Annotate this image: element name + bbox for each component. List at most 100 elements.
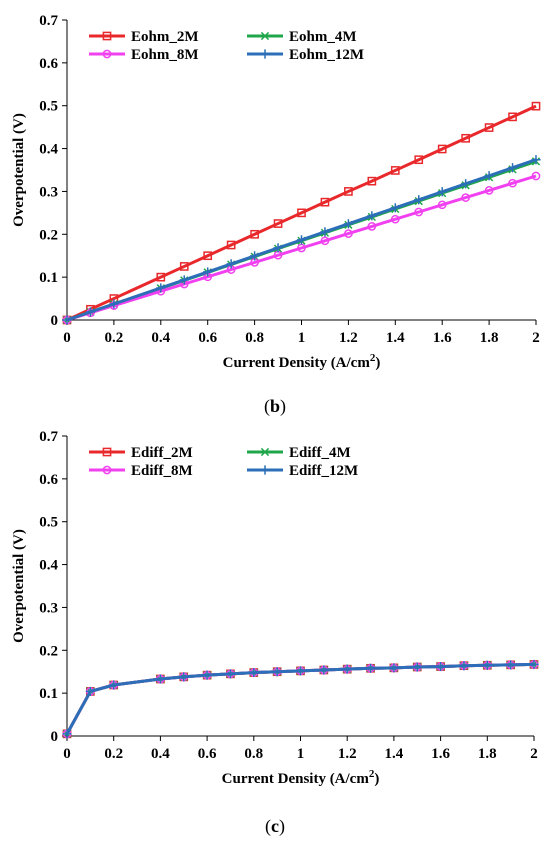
chart-c-svg: 0 0.1 0.2 0.3 0.4 0.5 0.6 0.7 0 0.2 0.4 0.6 0.8 1 1.2 1… <box>11 429 539 787</box>
chart-b-data-point <box>390 214 400 224</box>
chart-b-data-point <box>297 208 306 218</box>
chart-c-data-point <box>85 686 95 697</box>
chart-c-x-tick-label: 2 <box>530 746 538 762</box>
chart-b-data-point <box>203 267 213 277</box>
caption-b: (b) <box>263 396 286 416</box>
chart-c-series-3 <box>62 659 539 739</box>
chart-c-x-tick-label: 0.4 <box>151 746 170 762</box>
chart-c-data-point <box>62 729 72 739</box>
chart-b-data-point <box>203 251 213 261</box>
chart-b-x-axis-title-main: Current Density (A/cm <box>223 355 371 371</box>
chart-c-x-tick-label: 0.2 <box>104 746 123 762</box>
chart-c-legend-label: Ediff_2M <box>131 445 193 461</box>
chart-b-series-3 <box>62 155 541 325</box>
chart-b-y-tick-label: 0.4 <box>39 142 58 158</box>
chart-b-data-point <box>531 155 541 165</box>
chart-b-data-point <box>156 283 166 293</box>
chart-b-data-point <box>226 259 236 269</box>
chart-b-legend-label: Eohm_8M <box>131 47 199 63</box>
chart-b-data-point <box>367 176 377 186</box>
chart-b-series-2 <box>62 171 541 325</box>
chart-b-data-point <box>531 171 541 181</box>
chart-b-legend-marker <box>102 31 112 41</box>
chart-b-data-point <box>390 166 400 175</box>
chart-b-data-point <box>437 144 447 154</box>
chart-c-data-point <box>389 663 399 673</box>
chart-b-x-axis-title-sup: 2 <box>370 352 376 364</box>
chart-c-x-axis-title-sup: 2 <box>369 768 375 780</box>
chart-c-data-point <box>482 660 492 670</box>
chart-b-y-axis-title: Overpotential (V) <box>11 113 27 227</box>
chart-c-legend-marker <box>102 447 112 457</box>
chart-c-data-point <box>365 663 376 673</box>
chart-c-data-point <box>202 670 212 680</box>
chart-b-x-tick-label: 0.6 <box>198 330 217 346</box>
chart-c-data-point <box>295 666 306 676</box>
chart-b-series-line <box>66 158 537 322</box>
chart-b-y-tick-label: 0.1 <box>39 270 58 286</box>
chart-c-x-tick-label: 1.2 <box>338 746 357 762</box>
chart-c-legend: Ediff_2M Ediff_4M Ediff_8M Ediff_12M <box>89 445 358 479</box>
chart-c-legend-label: Ediff_8M <box>131 463 193 479</box>
chart-c-data-point <box>459 661 469 671</box>
chart-b-x-tick-label: 0.8 <box>245 330 264 346</box>
chart-b-y-tick-label: 0.3 <box>39 184 58 200</box>
chart-c-data-point <box>319 665 329 675</box>
chart-b-x-tick-label: 1.8 <box>480 330 499 346</box>
chart-b-data-point <box>179 262 189 271</box>
chart-c-x-tick-label: 0.8 <box>244 746 263 762</box>
chart-c-y-tick-label: 0.3 <box>39 600 58 616</box>
chart-b-x-tick-label: 2 <box>532 330 540 346</box>
chart-b-data-point <box>507 163 518 173</box>
chart-b-legend-marker <box>260 31 270 41</box>
chart-b-data-point <box>484 171 494 181</box>
chart-c-data-point <box>109 680 119 690</box>
chart-c-data-point <box>155 674 165 684</box>
chart-b-x-tick-label: 1.2 <box>339 330 358 346</box>
chart-c-y-tick-label: 0.5 <box>39 515 58 531</box>
chart-b-data-point <box>461 179 471 189</box>
chart-b-data-point <box>437 200 447 210</box>
chart-c-legend-label: Ediff_4M <box>289 445 351 461</box>
chart-b-data-point <box>62 315 72 325</box>
chart-b-legend-marker <box>102 49 112 59</box>
chart-b-data-point <box>484 123 494 132</box>
chart-b-data-point <box>250 251 260 261</box>
chart-c-x-tick-label: 1.8 <box>478 746 497 762</box>
chart-c-x-axis-title-main: Current Density (A/cm <box>222 771 370 787</box>
chart-b-data-point <box>367 211 377 221</box>
chart-c-x-tick-label: 0.6 <box>198 746 217 762</box>
chart-c-data-point <box>506 660 516 670</box>
chart-b-legend-label: Eohm_12M <box>289 47 364 63</box>
chart-panel-c: 0 0.1 0.2 0.3 0.4 0.5 0.6 0.7 0 0.2 0.4 0.6 0.8 1 1.2 1… <box>0 422 550 802</box>
chart-b-data-point <box>320 236 330 246</box>
chart-b-data-point <box>320 197 330 207</box>
caption-c: (c) <box>265 816 285 836</box>
chart-b-x-tick-label: 0.2 <box>105 330 124 346</box>
chart-b-data-point <box>508 112 517 122</box>
chart-c-legend-label: Ediff_12M <box>289 463 358 479</box>
chart-b-y-tick-label: 0.7 <box>39 13 58 29</box>
chart-c-x-tick-label: 1.6 <box>431 746 450 762</box>
chart-b-data-point <box>85 307 96 317</box>
chart-b-data-point <box>343 219 353 229</box>
chart-c-y-tick-label: 0.1 <box>39 686 58 702</box>
chart-b-series-line <box>66 104 537 322</box>
chart-b-legend-label: Eohm_4M <box>289 29 357 45</box>
chart-b-data-point <box>250 229 259 239</box>
chart-b-data-point <box>156 272 166 282</box>
chart-b-data-point <box>414 207 424 217</box>
chart-b-data-point <box>414 155 424 165</box>
chart-c-x-tick-label: 1.4 <box>385 746 404 762</box>
chart-c-x-tick-label: 0 <box>63 746 71 762</box>
chart-b-data-point <box>461 193 470 202</box>
chart-b-y-tick-label: 0.6 <box>39 56 58 72</box>
chart-b-svg: 0 0.1 0.2 0.3 0.4 0.5 0.6 0.7 0 0.2 0.4 0.6 0.8 1 1.2 1… <box>11 13 541 371</box>
chart-c-data-point <box>436 661 446 672</box>
chart-b-y-tick-label: 0 <box>51 313 59 329</box>
chart-c-y-tick-label: 0.6 <box>39 472 58 488</box>
chart-c-y-tick-label: 0.2 <box>39 643 58 659</box>
chart-b-x-tick-label: 0.4 <box>151 330 170 346</box>
chart-b-x-tick-label: 1 <box>298 330 306 346</box>
chart-b-data-point <box>109 299 119 309</box>
